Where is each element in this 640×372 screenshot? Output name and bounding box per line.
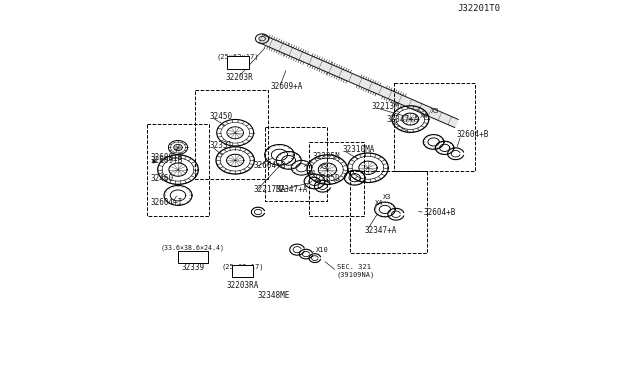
Text: 32203RA: 32203RA (227, 281, 259, 290)
Text: 32347+A: 32347+A (364, 226, 397, 235)
Text: X10: X10 (316, 247, 329, 253)
Text: 32604+B: 32604+B (423, 208, 456, 217)
Polygon shape (259, 35, 458, 128)
Text: 32604+I: 32604+I (150, 198, 182, 207)
Bar (178, 251, 207, 263)
Text: 32604+B: 32604+B (456, 130, 489, 139)
Bar (195, 90, 268, 179)
Bar (394, 83, 475, 171)
Text: 32310MA: 32310MA (342, 145, 374, 154)
Text: 32225N: 32225N (312, 152, 340, 161)
Text: X3: X3 (383, 194, 391, 200)
Text: 32460: 32460 (150, 174, 173, 183)
Text: 32203R: 32203R (226, 73, 253, 82)
Text: (25×62×17): (25×62×17) (221, 263, 264, 270)
Text: 32609+B: 32609+B (150, 149, 182, 163)
Bar (349, 171, 427, 253)
Text: SEC. 321
(39109NA): SEC. 321 (39109NA) (337, 264, 375, 278)
Text: 32604+B: 32604+B (253, 161, 286, 170)
Text: X3: X3 (320, 164, 328, 170)
Text: (33.6×38.6×24.4): (33.6×38.6×24.4) (161, 245, 225, 251)
Bar (232, 264, 253, 278)
Bar (227, 56, 249, 69)
Bar (147, 124, 209, 216)
Bar (265, 127, 328, 201)
Text: (25×62×17): (25×62×17) (217, 53, 259, 60)
Text: 32339: 32339 (181, 263, 204, 272)
Text: 32609+A: 32609+A (270, 82, 303, 91)
Text: 32217MA: 32217MA (253, 185, 286, 195)
Bar (309, 142, 364, 216)
Text: X4: X4 (307, 170, 316, 176)
Text: 32213M: 32213M (372, 102, 399, 111)
Text: 32348ME: 32348ME (258, 291, 290, 299)
Text: 32450: 32450 (209, 112, 232, 121)
Text: 32609+B: 32609+B (150, 156, 182, 165)
Text: 32347+A: 32347+A (276, 185, 308, 195)
Text: X4: X4 (375, 200, 384, 206)
Text: X4: X4 (420, 113, 428, 119)
Text: J32201T0: J32201T0 (458, 4, 500, 13)
Text: 32331: 32331 (209, 141, 232, 150)
Text: 32347+A: 32347+A (387, 115, 419, 124)
Text: X3: X3 (431, 108, 439, 113)
Text: 32285D: 32285D (312, 174, 340, 183)
